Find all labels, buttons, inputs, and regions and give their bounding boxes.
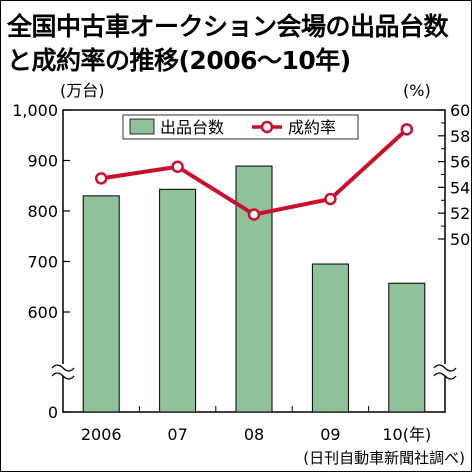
- left-tick-label: 0: [48, 403, 58, 422]
- bar-4: [388, 282, 426, 413]
- chart-title-line1: 全国中古車オークション会場の出品台数: [7, 12, 449, 41]
- right-tick-label: 54: [450, 178, 470, 197]
- right-tick-label: 60: [450, 101, 470, 120]
- left-axis: 1,000 900 800 700 600 0: [12, 101, 70, 422]
- right-tick-label: 56: [450, 153, 470, 172]
- right-tick-label: 52: [450, 204, 470, 223]
- legend-box: [122, 114, 359, 140]
- line-point-3: [324, 192, 337, 206]
- right-tick-label: 50: [450, 230, 470, 249]
- chart-title-line2: と成約率の推移(2006〜10年): [7, 46, 351, 75]
- left-tick-label: 600: [27, 303, 58, 322]
- x-tick-label: 10(年): [382, 425, 431, 444]
- left-tick-label: 800: [27, 202, 58, 221]
- bar-3: [311, 263, 349, 413]
- x-axis: 2006 07 08 09 10(年): [81, 406, 431, 444]
- line-point-2: [247, 208, 261, 221]
- bar-1: [159, 188, 197, 413]
- legend: 出品台数 成約率: [122, 114, 359, 140]
- axis-break-mark: [51, 364, 75, 372]
- axis-break-mark: [433, 372, 457, 380]
- legend-line-label: 成約率: [288, 118, 336, 137]
- left-tick-label: 1,000: [12, 101, 58, 120]
- x-tick-label: 2006: [81, 425, 122, 444]
- axis-break-mark: [433, 364, 457, 372]
- line-point-0: [94, 172, 108, 185]
- right-tick-label: 58: [450, 127, 470, 146]
- line-point-1: [171, 160, 184, 174]
- line-point-4: [400, 123, 414, 136]
- axis-break-mark: [51, 372, 75, 380]
- bar-2: [235, 165, 273, 413]
- source-note: (日刊自動車新聞社調べ): [303, 449, 465, 467]
- bar-0: [82, 195, 120, 413]
- legend-bar-swatch: [129, 118, 155, 135]
- right-axis: 60 58 56 54 52 50: [438, 101, 470, 249]
- left-tick-label: 900: [27, 152, 58, 171]
- x-tick-label: 08: [244, 425, 264, 444]
- left-tick-label: 700: [27, 253, 58, 272]
- right-axis-unit: (%): [403, 81, 431, 100]
- x-tick-label: 09: [320, 425, 340, 444]
- left-axis-unit: (万台): [60, 81, 105, 100]
- legend-line-marker: [260, 120, 274, 134]
- bar-series: [82, 165, 426, 413]
- x-tick-label: 07: [167, 425, 187, 444]
- axis-breaks: [51, 364, 457, 380]
- legend-bar-label: 出品台数: [160, 118, 224, 137]
- line-series: [94, 123, 414, 221]
